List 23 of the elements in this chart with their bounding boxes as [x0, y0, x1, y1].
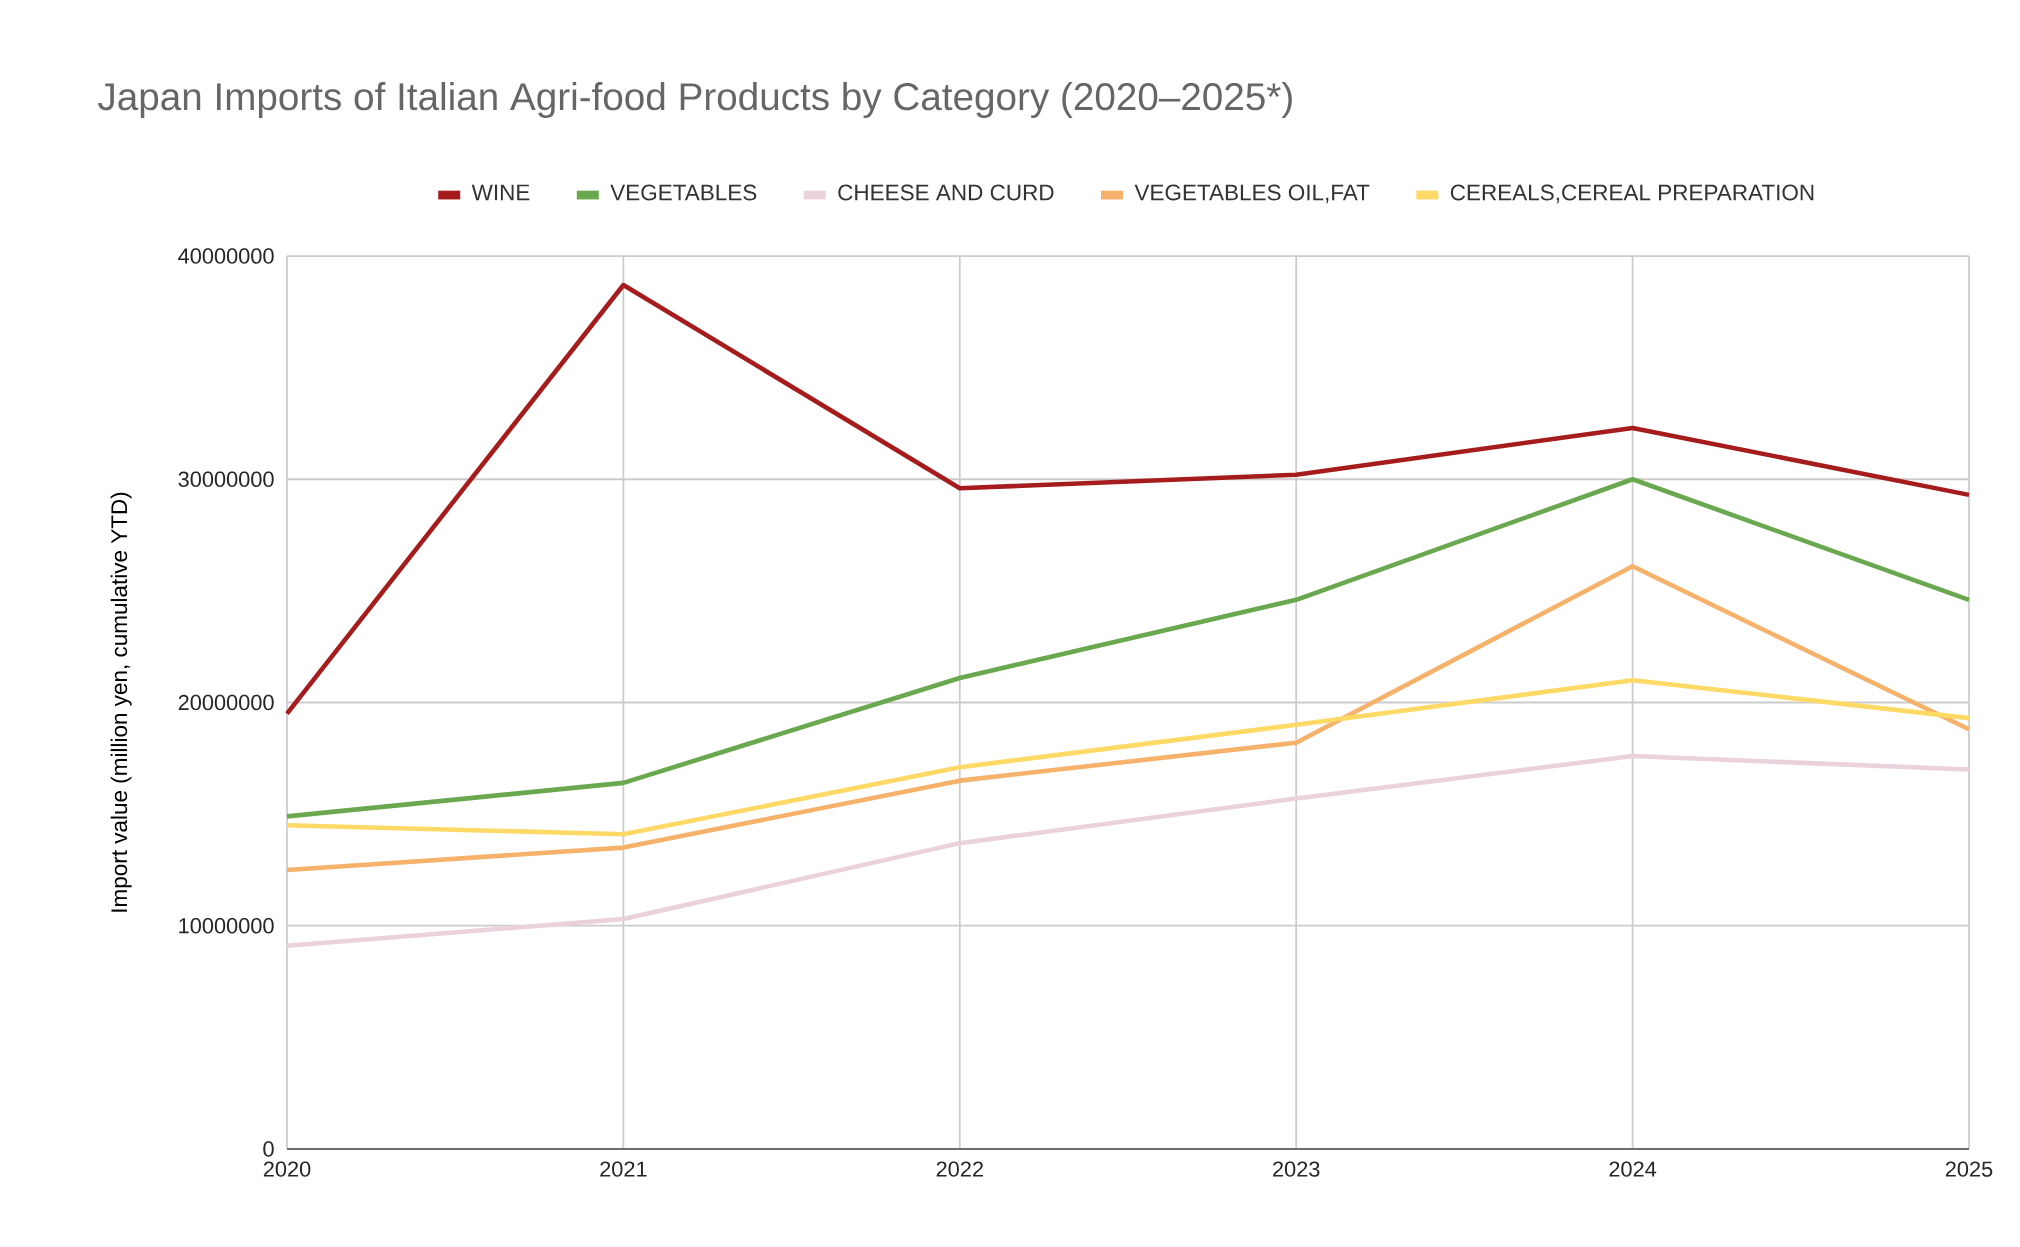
y-tick-label: 10000000	[179, 918, 274, 934]
line-series	[284, 476, 1972, 819]
line-series	[284, 677, 1972, 837]
y-tick-label: 40000000	[178, 248, 274, 264]
legend-label: VEGETABLES OIL,FAT	[1134, 184, 1370, 204]
line-series	[284, 282, 1972, 716]
y-tick-label: 20000000	[178, 694, 274, 711]
legend-label: CEREALS,CEREAL PREPARATION	[1450, 184, 1814, 204]
chart-title: Japan Imports of Italian Agri-food Products by Category (2020–2025*)	[98, 81, 1292, 118]
x-tick-label: 2025	[1945, 1161, 1993, 1177]
x-tick-label: 2020	[263, 1161, 311, 1177]
legend-label: CHEESE AND CURD	[838, 184, 1054, 201]
line-series	[284, 753, 1972, 949]
x-tick-label: 2021	[600, 1161, 647, 1177]
legend-label: WINE	[471, 184, 530, 201]
x-tick-label: 2022	[936, 1161, 983, 1177]
y-axis-title: Import value (million yen, cumulative YTD)	[110, 492, 132, 912]
y-tick-label: 0	[263, 1141, 274, 1157]
legend-label: VEGETABLES	[610, 184, 757, 201]
y-tick-label: 30000000	[178, 471, 274, 487]
line-series	[284, 564, 1972, 873]
x-tick-label: 2023	[1273, 1161, 1320, 1177]
x-tick-label: 2024	[1609, 1161, 1657, 1177]
